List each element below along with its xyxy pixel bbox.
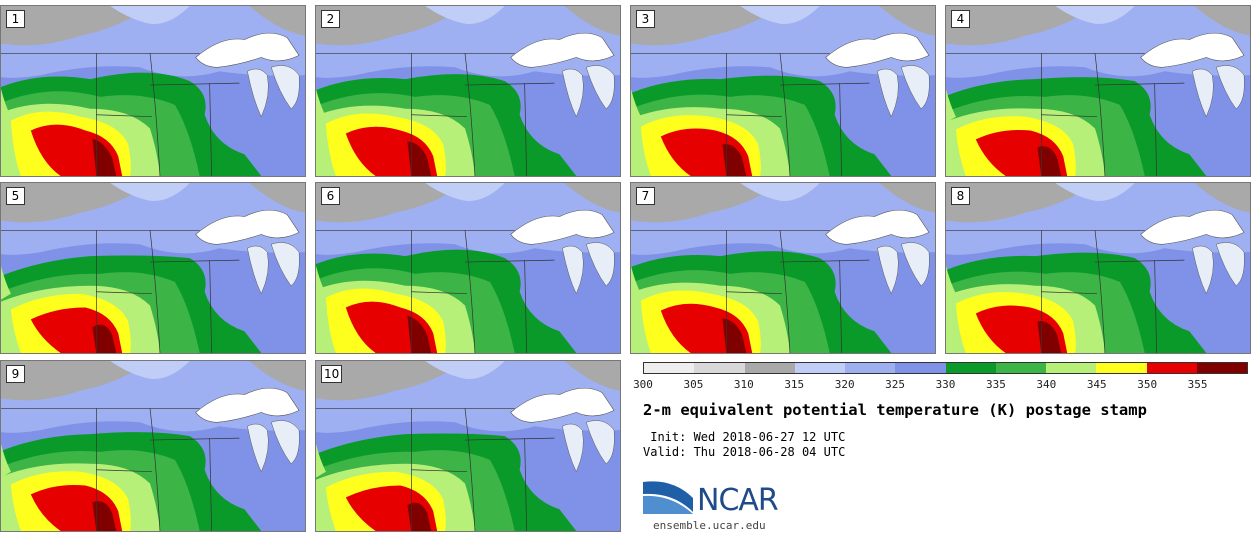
colorbar-tick-label: 340	[1036, 378, 1057, 391]
colorbar-tick-label: 350	[1137, 378, 1158, 391]
colorbar-segment	[744, 363, 795, 373]
colorbar-segment	[794, 363, 845, 373]
map-panel: 6	[315, 182, 621, 354]
ncar-wordmark: NCAR	[697, 483, 779, 518]
valid-time: Valid: Thu 2018-06-28 04 UTC	[643, 445, 846, 459]
ncar-url: ensemble.ucar.edu	[653, 519, 766, 532]
map-panel: 3	[630, 5, 936, 177]
member-number: 5	[6, 187, 25, 205]
map-image	[946, 183, 1250, 353]
map-image	[1, 6, 305, 176]
map-panel: 7	[630, 182, 936, 354]
map-panel: 5	[0, 182, 306, 354]
ncar-logo-icon	[643, 481, 693, 514]
colorbar-segment	[845, 363, 896, 373]
map-image	[1, 183, 305, 353]
map-panel: 9	[0, 360, 306, 532]
colorbar-segment	[644, 363, 695, 373]
member-number: 9	[6, 365, 25, 383]
member-number: 2	[321, 10, 340, 28]
map-image	[1, 361, 305, 531]
init-time: Init: Wed 2018-06-27 12 UTC	[643, 430, 846, 444]
map-image	[631, 6, 935, 176]
map-image	[316, 6, 620, 176]
colorbar-tick-label: 345	[1086, 378, 1107, 391]
map-panel: 1	[0, 5, 306, 177]
member-number: 10	[321, 365, 343, 383]
colorbar-segment	[945, 363, 996, 373]
colorbar-segment	[995, 363, 1046, 373]
map-panel: 8	[945, 182, 1251, 354]
member-number: 6	[321, 187, 340, 205]
colorbar-tick-label: 335	[985, 378, 1006, 391]
colorbar-tick-label: 330	[935, 378, 956, 391]
colorbar-tick-label: 355	[1187, 378, 1208, 391]
colorbar-segment	[1096, 363, 1147, 373]
colorbar-tick-label: 325	[885, 378, 906, 391]
map-image	[946, 6, 1250, 176]
colorbar-tick-label: 305	[683, 378, 704, 391]
colorbar-tick-label: 310	[733, 378, 754, 391]
colorbar-segment	[1196, 363, 1247, 373]
member-number: 8	[951, 187, 970, 205]
map-panel: 10	[315, 360, 621, 532]
colorbar-segment	[1046, 363, 1097, 373]
colorbar-tick-label: 320	[834, 378, 855, 391]
member-number: 7	[636, 187, 655, 205]
colorbar-tick-label: 300	[633, 378, 653, 391]
member-number: 3	[636, 10, 655, 28]
colorbar-segment	[1146, 363, 1197, 373]
colorbar-tick-label: 315	[784, 378, 805, 391]
member-number: 4	[951, 10, 970, 28]
map-image	[316, 183, 620, 353]
map-image	[631, 183, 935, 353]
colorbar-segment	[895, 363, 946, 373]
colorbar-segment	[694, 363, 745, 373]
map-image	[316, 361, 620, 531]
member-number: 1	[6, 10, 25, 28]
map-panel: 2	[315, 5, 621, 177]
map-panel: 4	[945, 5, 1251, 177]
chart-title: 2-m equivalent potential temperature (K)…	[643, 401, 1147, 419]
colorbar	[643, 362, 1248, 374]
